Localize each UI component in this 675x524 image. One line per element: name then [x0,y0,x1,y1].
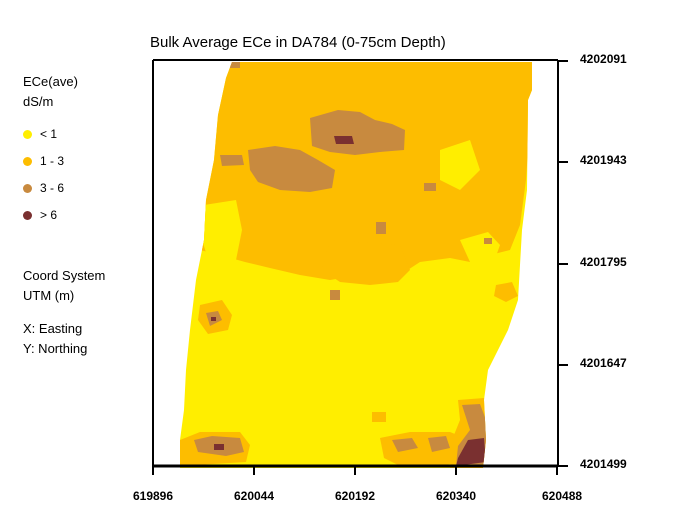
legend-swatch-3to6 [23,183,32,193]
zone-3to6-speck-5 [330,290,340,300]
zone-gt6-south-east [456,438,486,466]
zone-1to3-spot-east [494,282,518,302]
y-tick-label: 4202091 [580,52,627,66]
salinity-zones [180,62,532,468]
coord-system-units: UTM (m) [23,288,75,303]
y-tick-label: 4201499 [580,457,627,471]
legend-label-gt6: > 6 [40,208,58,222]
zone-3to6-south-mid-a [392,438,418,452]
zone-3to6-north-a [310,110,405,155]
legend-item-gt6: > 6 [23,208,57,222]
x-tick-label: 620340 [435,489,477,503]
y-axis-note: Y: Northing [23,341,88,356]
x-tick-label: 620488 [542,489,583,503]
zone-3to6-north-b [248,146,335,192]
zone-3to6-south-mid-b [428,436,450,452]
zone-gt6-spot-mid [211,317,216,321]
y-tick-label: 4201943 [580,153,627,167]
zone-lt1-intrusion-1 [202,200,242,265]
zone-1to3-speck-6 [372,412,386,422]
zone-gt6-south-west [214,444,224,450]
zone-3to6-speck-3 [376,222,386,234]
legend-units: dS/m [23,94,54,109]
y-axis-ticks [558,60,568,467]
zone-3to6-north-c [220,155,244,166]
x-tick-label: 619896 [132,489,174,503]
zone-gt6-north [334,136,354,144]
legend-label-3to6: 3 - 6 [40,181,65,195]
y-tick-label: 4201647 [580,356,627,370]
legend-swatch-gt6 [23,210,32,220]
zone-1to3-north [200,62,532,280]
map-title: Bulk Average ECe in DA784 (0-75cm Depth) [150,34,446,51]
x-axis-note: X: Easting [23,321,83,336]
x-tick-label: 620044 [233,489,275,503]
legend-swatch-1to3 [23,156,32,166]
zone-lt1-intrusion-3 [440,140,480,190]
legend-label-1to3: 1 - 3 [40,154,65,168]
legend-title: ECe(ave) [23,74,78,89]
zone-3to6-speck-4 [484,238,492,244]
legend-item-lt1: < 1 [23,127,57,141]
legend-label-lt1: < 1 [40,127,58,141]
coord-system-label: Coord System [23,268,106,283]
zone-3to6-speck-1 [424,183,436,191]
legend-swatch-lt1 [23,129,32,139]
zone-1to3-bulge [322,240,410,285]
legend-item-1to3: 1 - 3 [23,154,64,168]
legend-item-3to6: 3 - 6 [23,181,64,195]
x-axis-ticks [152,466,558,475]
x-tick-label: 620192 [334,489,376,503]
y-tick-label: 4201795 [580,255,627,269]
zone-3to6-speck-2 [230,62,240,68]
